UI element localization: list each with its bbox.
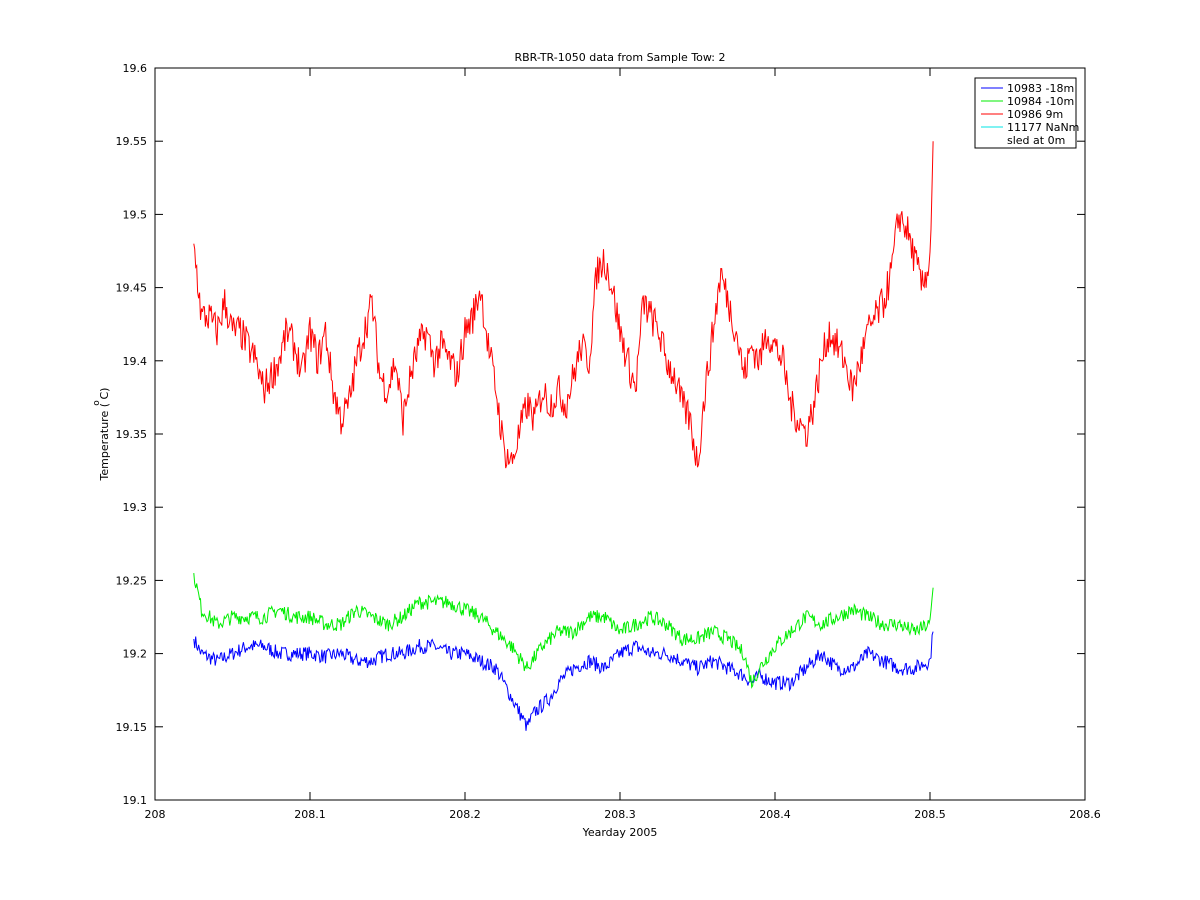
y-tick-label: 19.35 bbox=[116, 428, 148, 441]
series-line-1 bbox=[193, 573, 934, 689]
legend-sled-note: sled at 0m bbox=[1007, 134, 1065, 147]
chart-title: RBR-TR-1050 data from Sample Tow: 2 bbox=[514, 51, 725, 64]
x-tick-label: 208.6 bbox=[1069, 808, 1101, 821]
legend-label-1: 10984 -10m bbox=[1007, 95, 1074, 108]
legend-box bbox=[974, 77, 1077, 149]
y-axis-label-group: Temperature ( C) o bbox=[92, 388, 111, 482]
plot-area bbox=[154, 67, 1086, 801]
legend-label-3: 11177 NaNm bbox=[1007, 121, 1079, 134]
x-tick-label: 208 bbox=[145, 808, 166, 821]
series-layer bbox=[193, 141, 934, 731]
axes-layer: 208 208.1 208.2 208.3 208.4 208.5 208.6 19.1 19.… bbox=[116, 62, 1101, 821]
x-axis-label: Yearday 2005 bbox=[582, 826, 658, 839]
series-line-2 bbox=[193, 141, 934, 469]
legend-label-2: 10986 9m bbox=[1007, 108, 1063, 121]
x-tick-label: 208.4 bbox=[759, 808, 791, 821]
y-axis-label-degree: o bbox=[92, 400, 102, 406]
y-axis-label: Temperature ( C) bbox=[98, 388, 111, 482]
x-tick-label: 208.2 bbox=[449, 808, 481, 821]
y-tick-label: 19.45 bbox=[116, 282, 148, 295]
y-tick-label: 19.25 bbox=[116, 574, 148, 587]
y-tick-label: 19.3 bbox=[123, 501, 148, 514]
y-tick-label: 19.2 bbox=[123, 648, 148, 661]
y-tick-label: 19.55 bbox=[116, 135, 148, 148]
series-line-0 bbox=[193, 631, 934, 731]
legend-label-0: 10983 -18m bbox=[1007, 82, 1074, 95]
x-tick-label: 208.5 bbox=[914, 808, 946, 821]
x-tick-label: 208.1 bbox=[294, 808, 326, 821]
y-tick-label: 19.4 bbox=[123, 355, 148, 368]
y-tick-label: 19.5 bbox=[123, 208, 148, 221]
x-tick-label: 208.3 bbox=[604, 808, 636, 821]
y-tick-label: 19.6 bbox=[123, 62, 148, 75]
y-tick-label: 19.15 bbox=[116, 721, 148, 734]
y-tick-label: 19.1 bbox=[123, 794, 148, 807]
